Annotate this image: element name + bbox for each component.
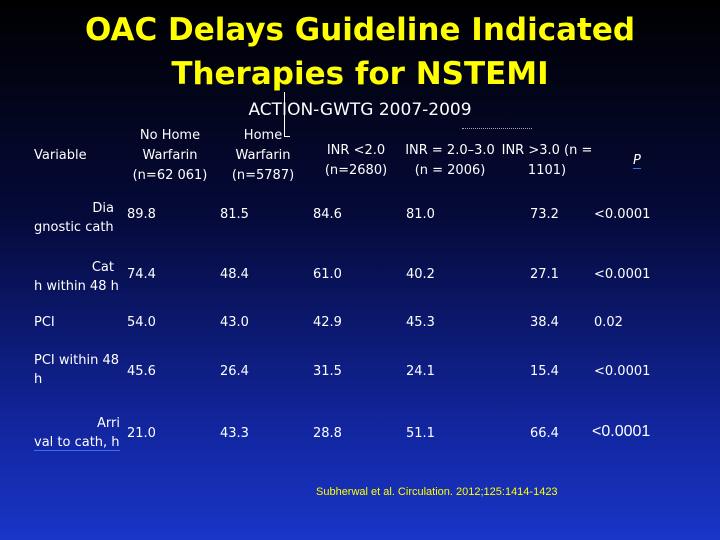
header-text: (n = 2006): [414, 163, 486, 178]
subtitle: ACTION-GWTG 2007-2009: [248, 100, 472, 120]
table-cell: 61.0: [313, 267, 342, 282]
table-cell: 0.02: [594, 315, 623, 330]
row-label-cont: gnostic cath: [34, 220, 114, 235]
table-cell: 66.4: [530, 426, 559, 441]
table-cell: 42.9: [313, 315, 342, 330]
header-inr-gt-3: INR >3.0 (n = 1101): [500, 141, 594, 181]
table-cell: <0.0001: [592, 423, 651, 440]
row-label-text: Cat: [91, 260, 114, 275]
title-line-1: OAC Delays Guideline Indicated: [84, 12, 636, 48]
row-label: Arri: [34, 414, 120, 434]
row-label: PCI within 48: [34, 353, 119, 368]
table-cell: 84.6: [313, 207, 342, 222]
table-cell: 40.2: [406, 267, 435, 282]
table-cell: 51.1: [406, 426, 435, 441]
dotted-rule: [462, 128, 532, 129]
table-cell: 27.1: [530, 267, 559, 282]
table-cell: 31.5: [313, 364, 342, 379]
header-text: (n=62 061): [132, 168, 208, 183]
table-cell: 21.0: [127, 426, 156, 441]
table-cell: <0.0001: [594, 364, 651, 379]
table-cell: 15.4: [530, 364, 559, 379]
table-cell: 43.0: [220, 315, 249, 330]
table-cell: <0.0001: [594, 267, 651, 282]
slide-title: OAC Delays Guideline Indicated Therapies…: [0, 8, 720, 96]
row-label: Cat: [34, 258, 114, 278]
header-text: 1101): [527, 163, 567, 178]
row-label-text: Dia: [92, 201, 114, 216]
header-text: No Home: [139, 128, 201, 143]
header-text: (n=5787): [231, 168, 295, 183]
table-cell: 43.3: [220, 426, 249, 441]
table-cell: 81.5: [220, 207, 249, 222]
table-cell: 73.2: [530, 207, 559, 222]
row-label-cont: val to cath, h: [34, 433, 120, 453]
table-cell: <0.0001: [594, 207, 651, 222]
header-inr-lt-2: INR <2.0 (n=2680): [316, 141, 396, 181]
header-text: INR <2.0: [326, 143, 386, 158]
table-cell: 54.0: [127, 315, 156, 330]
table-cell: 45.3: [406, 315, 435, 330]
header-p-value: P: [633, 151, 641, 171]
table-cell: 89.8: [127, 207, 156, 222]
header-home-warfarin: Home Warfarin (n=5787): [220, 126, 306, 186]
row-label: Dia: [34, 199, 114, 219]
header-text: Home: [243, 128, 283, 143]
title-line-2: Therapies for NSTEMI: [171, 56, 549, 92]
connector-line: [284, 92, 285, 136]
row-label-text: Arri: [97, 416, 120, 431]
row-label-text: val to cath, h: [34, 435, 120, 451]
header-inr-2-3: INR = 2.0–3.0 (n = 2006): [400, 141, 500, 181]
table-cell: 48.4: [220, 267, 249, 282]
citation: Subherwal et al. Circulation. 2012;125:1…: [316, 486, 558, 498]
table-cell: 74.4: [127, 267, 156, 282]
table-cell: 28.8: [313, 426, 342, 441]
header-text: Warfarin: [142, 148, 198, 163]
table-cell: 45.6: [127, 364, 156, 379]
header-text: INR = 2.0–3.0: [405, 143, 495, 158]
row-label: PCI: [34, 315, 55, 330]
header-variable: Variable: [34, 148, 87, 163]
header-no-home-warfarin: No Home Warfarin (n=62 061): [122, 126, 218, 186]
table-cell: 24.1: [406, 364, 435, 379]
header-text: INR >3.0 (n =: [501, 143, 593, 158]
header-text: (n=2680): [324, 163, 388, 178]
table-cell: 81.0: [406, 207, 435, 222]
table-cell: 26.4: [220, 364, 249, 379]
header-text: Warfarin: [235, 148, 291, 163]
header-text: P: [633, 153, 641, 169]
table-cell: 38.4: [530, 315, 559, 330]
row-label-cont: h: [34, 372, 43, 387]
row-label-cont: h within 48 h: [34, 279, 119, 294]
connector-tick: [284, 136, 290, 137]
